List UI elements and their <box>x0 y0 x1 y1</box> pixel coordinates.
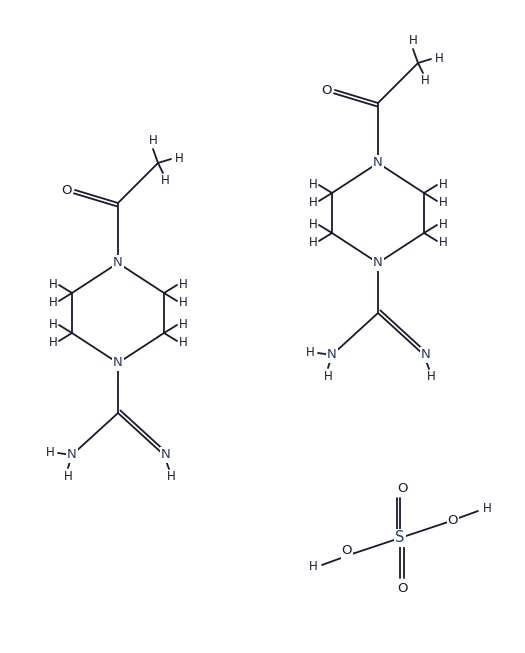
Text: N: N <box>373 257 383 270</box>
Text: N: N <box>161 449 171 462</box>
Text: N: N <box>327 349 337 362</box>
Text: H: H <box>178 336 187 349</box>
Text: H: H <box>438 217 447 231</box>
Text: N: N <box>421 349 431 362</box>
Text: O: O <box>398 582 408 594</box>
Text: H: H <box>309 178 318 191</box>
Text: N: N <box>67 449 77 462</box>
Text: H: H <box>309 236 318 249</box>
Text: H: H <box>166 471 175 483</box>
Text: H: H <box>309 217 318 231</box>
Text: O: O <box>448 515 458 528</box>
Text: H: H <box>306 345 314 358</box>
Text: H: H <box>175 151 183 165</box>
Text: H: H <box>482 503 491 515</box>
Text: H: H <box>438 178 447 191</box>
Text: H: H <box>49 336 57 349</box>
Text: H: H <box>323 370 332 383</box>
Text: O: O <box>321 84 331 97</box>
Text: H: H <box>161 174 170 187</box>
Text: N: N <box>113 357 123 370</box>
Text: H: H <box>49 278 57 291</box>
Text: H: H <box>64 471 72 483</box>
Text: H: H <box>438 236 447 249</box>
Text: H: H <box>408 35 417 48</box>
Text: H: H <box>49 317 57 330</box>
Text: H: H <box>46 445 55 458</box>
Text: S: S <box>395 530 405 545</box>
Text: H: H <box>438 195 447 208</box>
Text: H: H <box>309 195 318 208</box>
Text: H: H <box>178 278 187 291</box>
Text: H: H <box>149 135 158 148</box>
Text: H: H <box>49 296 57 308</box>
Text: N: N <box>113 257 123 270</box>
Text: H: H <box>427 370 435 383</box>
Text: H: H <box>178 296 187 308</box>
Text: O: O <box>61 183 71 197</box>
Text: H: H <box>421 74 429 88</box>
Text: H: H <box>178 317 187 330</box>
Text: N: N <box>373 157 383 170</box>
Text: H: H <box>435 52 444 65</box>
Text: O: O <box>342 545 352 558</box>
Text: O: O <box>398 481 408 494</box>
Text: H: H <box>309 560 318 573</box>
